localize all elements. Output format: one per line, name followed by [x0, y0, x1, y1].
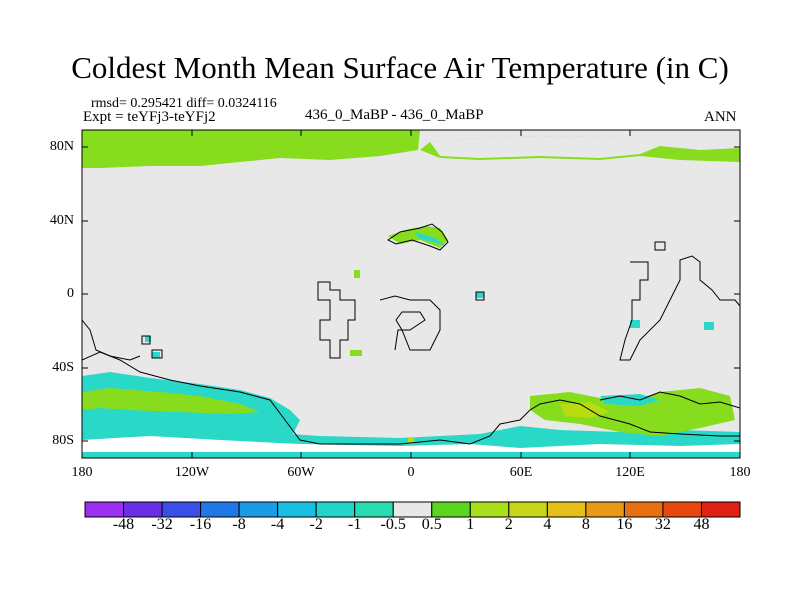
southern-green-patch-east — [530, 388, 735, 436]
coast-small-island-3 — [654, 241, 666, 251]
y-tick-label: 40S — [52, 360, 74, 375]
small-cyan-patch-2 — [145, 336, 151, 342]
colorbar-swatch — [431, 501, 471, 518]
experiment-label: Expt = teYFj3-teYFj2 — [83, 109, 216, 125]
coast-europe — [387, 223, 449, 251]
colorbar-label: 2 — [504, 516, 513, 533]
y-tick-label: 80N — [49, 139, 74, 154]
colorbar-swatch — [623, 501, 664, 518]
arctic-gray-patch — [430, 136, 660, 158]
southern-white-gap — [82, 436, 740, 452]
colorbar-swatch — [392, 501, 433, 518]
colorbar-label: -2 — [309, 516, 323, 533]
coast-australia — [599, 391, 740, 409]
y-tick-label: 80S — [52, 433, 74, 448]
small-green-patch-1 — [408, 438, 414, 444]
colorbar-swatch — [277, 501, 317, 518]
colorbar-label: -0.5 — [380, 516, 406, 533]
small-cyan-patch-3 — [350, 350, 362, 356]
coast-south-america — [317, 281, 356, 359]
colorbar-label: 8 — [581, 516, 590, 533]
y-tick-label: 0 — [67, 286, 74, 301]
colorbar-label: -8 — [232, 516, 246, 533]
axis-ticks — [82, 130, 740, 458]
page-title: Coldest Month Mean Surface Air Temperatu… — [71, 50, 729, 85]
colorbar-label: 16 — [616, 516, 633, 533]
x-tick-label: 0 — [407, 465, 415, 480]
small-cyan-patch-4 — [630, 320, 640, 328]
colorbar-swatch — [508, 501, 548, 518]
colorbar-label: 0.5 — [421, 516, 442, 533]
colorbar-label: -32 — [151, 516, 173, 533]
coast-asia-east — [619, 255, 740, 361]
colorbar-swatch — [238, 501, 279, 518]
colorbar-label: -48 — [112, 516, 135, 533]
colorbar-swatch — [546, 501, 587, 518]
small-cyan-patch-1 — [476, 292, 484, 298]
colorbar-swatch — [315, 501, 356, 518]
x-tick-label: 60W — [287, 465, 315, 480]
x-tick-label: 180 — [729, 465, 751, 480]
colorbar-swatch — [662, 501, 702, 518]
coastlines — [82, 223, 740, 445]
southern-green-patch-west — [82, 388, 260, 414]
colorbar-label: -1 — [348, 516, 362, 533]
x-tick-label: 120E — [615, 465, 645, 480]
colorbar-label: 48 — [693, 516, 710, 533]
colorbar-swatch — [469, 501, 510, 518]
colorbar-label: 1 — [466, 516, 475, 533]
period-label: 436_0_MaBP - 436_0_MaBP — [305, 107, 484, 123]
colorbar-swatch — [354, 501, 394, 518]
colorbar-swatch — [84, 501, 125, 518]
coast-small-island-4 — [141, 335, 151, 345]
colorbar-swatch — [700, 501, 741, 518]
small-cyan-patch-5 — [704, 322, 714, 330]
stats-label: rmsd= 0.295421 diff= 0.0324116 — [91, 96, 277, 111]
coast-west-pacific — [82, 319, 141, 361]
x-tick-label: 120W — [174, 465, 210, 480]
small-cyan-patch-6 — [152, 352, 160, 358]
x-tick-label: 180 — [71, 465, 93, 480]
season-label: ANN — [704, 109, 737, 125]
small-cyan-patch-7 — [354, 270, 360, 278]
coast-antarctica — [82, 351, 740, 445]
colorbar-label: 4 — [543, 516, 552, 533]
colorbar-swatch — [123, 501, 163, 518]
colorbar-swatch — [200, 501, 240, 518]
colorbar-swatch — [161, 501, 202, 518]
colorbar-swatch — [585, 501, 625, 518]
coast-africa — [379, 295, 441, 351]
colorbar-label: -16 — [189, 516, 212, 533]
colorbar-label: 32 — [654, 516, 671, 533]
y-tick-label: 40N — [49, 213, 74, 228]
colorbar-label: -4 — [270, 516, 285, 533]
coast-small-island-1 — [151, 349, 163, 359]
x-tick-label: 60E — [509, 465, 533, 480]
mediterranean-cyan — [415, 232, 446, 246]
coast-small-island-2 — [475, 291, 485, 301]
